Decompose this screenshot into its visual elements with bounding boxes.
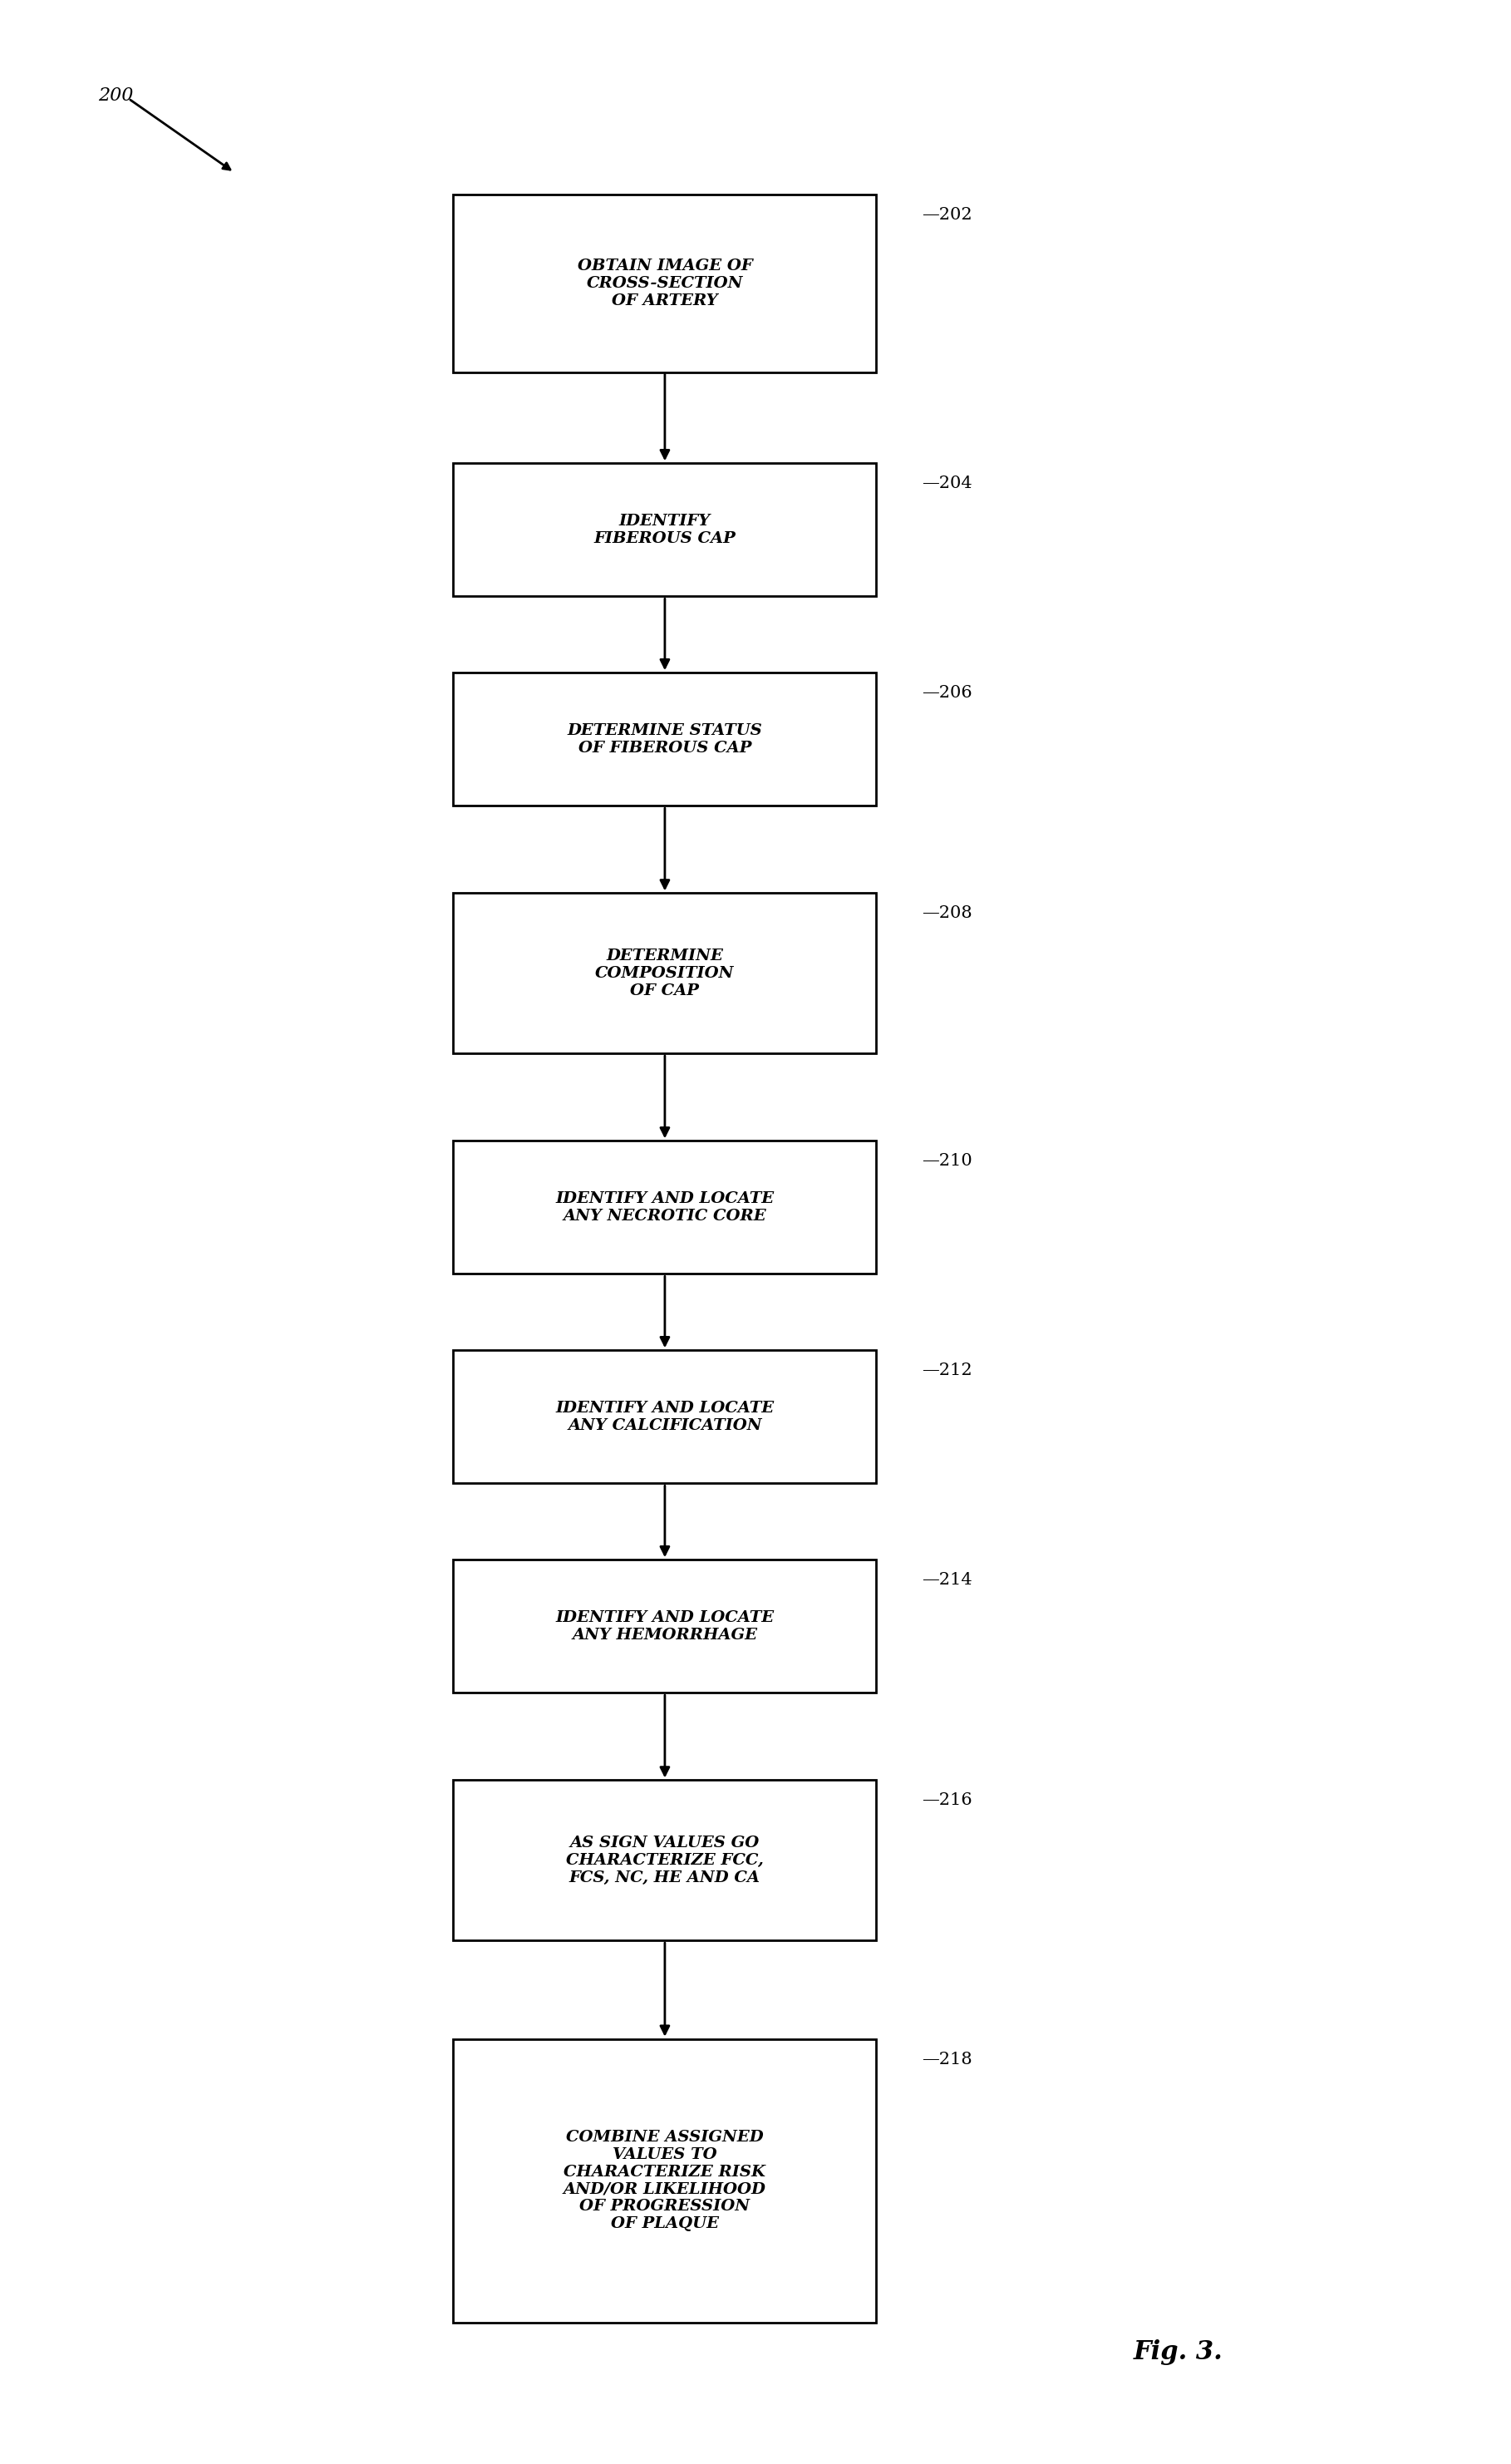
Text: —208: —208 xyxy=(922,907,972,922)
Text: —206: —206 xyxy=(922,685,972,700)
Text: —212: —212 xyxy=(922,1363,972,1377)
Text: IDENTIFY
FIBEROUS CAP: IDENTIFY FIBEROUS CAP xyxy=(594,513,736,547)
Text: DETERMINE STATUS
OF FIBEROUS CAP: DETERMINE STATUS OF FIBEROUS CAP xyxy=(567,722,763,756)
Text: —204: —204 xyxy=(922,476,972,490)
Text: 200: 200 xyxy=(98,86,133,103)
Text: DETERMINE
COMPOSITION
OF CAP: DETERMINE COMPOSITION OF CAP xyxy=(595,949,734,998)
FancyBboxPatch shape xyxy=(453,673,876,806)
Text: IDENTIFY AND LOCATE
ANY HEMORRHAGE: IDENTIFY AND LOCATE ANY HEMORRHAGE xyxy=(556,1609,774,1643)
Text: AS SIGN VALUES GO
CHARACTERIZE FCC,
FCS, NC, HE AND CA: AS SIGN VALUES GO CHARACTERIZE FCC, FCS,… xyxy=(567,1836,763,1885)
Text: —218: —218 xyxy=(922,2050,972,2067)
FancyBboxPatch shape xyxy=(453,1350,876,1483)
FancyBboxPatch shape xyxy=(453,1779,876,1942)
FancyBboxPatch shape xyxy=(453,463,876,596)
Text: IDENTIFY AND LOCATE
ANY CALCIFICATION: IDENTIFY AND LOCATE ANY CALCIFICATION xyxy=(556,1400,774,1434)
Text: —214: —214 xyxy=(922,1572,972,1587)
Text: Fig. 3.: Fig. 3. xyxy=(1133,2341,1222,2365)
FancyBboxPatch shape xyxy=(453,894,876,1055)
Text: —210: —210 xyxy=(922,1153,972,1168)
Text: —216: —216 xyxy=(922,1794,972,1809)
FancyBboxPatch shape xyxy=(453,1141,876,1274)
Text: COMBINE ASSIGNED
VALUES TO
CHARACTERIZE RISK
AND/OR LIKELIHOOD
OF PROGRESSION
OF: COMBINE ASSIGNED VALUES TO CHARACTERIZE … xyxy=(564,2129,766,2232)
FancyBboxPatch shape xyxy=(453,2040,876,2321)
Text: OBTAIN IMAGE OF
CROSS-SECTION
OF ARTERY: OBTAIN IMAGE OF CROSS-SECTION OF ARTERY xyxy=(577,259,752,308)
FancyBboxPatch shape xyxy=(453,1560,876,1693)
FancyBboxPatch shape xyxy=(453,195,876,372)
Text: —202: —202 xyxy=(922,207,972,222)
Text: IDENTIFY AND LOCATE
ANY NECROTIC CORE: IDENTIFY AND LOCATE ANY NECROTIC CORE xyxy=(556,1190,774,1225)
